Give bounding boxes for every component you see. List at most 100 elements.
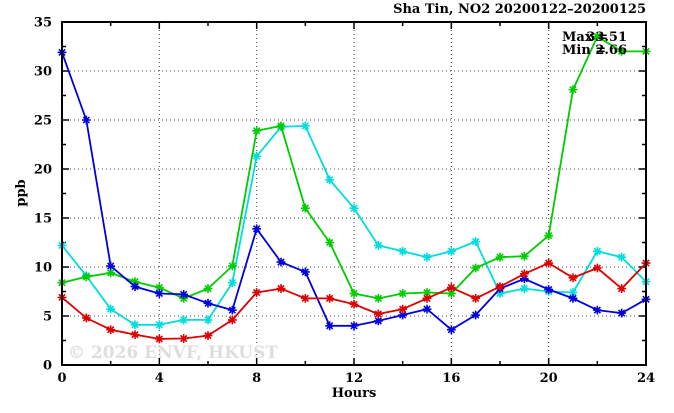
data-point-marker [325,175,335,185]
data-point-marker [252,288,262,297]
y-tick-label: 15 [34,212,52,227]
stat-value: 2.66 [595,43,627,58]
data-point-marker [276,284,286,293]
data-point-marker [519,269,529,279]
data-point-marker [373,316,383,326]
data-point-marker [592,246,602,256]
data-point-marker [592,32,602,42]
data-point-marker [446,325,456,335]
data-point-marker [495,282,505,291]
data-point-marker [544,285,554,294]
data-point-marker [130,330,140,340]
data-point-marker [227,278,237,288]
y-tick-label: 25 [34,114,52,129]
data-point-marker [252,151,262,161]
data-point-marker [422,293,432,303]
data-point-marker [81,313,91,323]
data-point-marker [203,331,213,340]
data-point-marker [106,304,116,314]
data-point-marker [398,310,408,320]
chart-title: Sha Tin, NO2 20200122–20200125 [393,2,646,17]
data-point-marker [252,224,262,234]
data-point-marker [203,298,213,308]
y-tick-label: 30 [34,65,52,80]
data-point-marker [373,241,383,250]
data-point-marker [325,238,335,247]
data-point-marker [300,203,310,213]
data-point-marker [154,320,164,330]
data-point-marker [130,320,140,330]
data-point-marker [179,334,189,343]
series-green-line [61,35,646,300]
x-tick-label: 0 [57,371,66,386]
data-point-marker [422,304,432,314]
data-point-marker [568,273,578,283]
data-point-marker [471,263,481,273]
y-tick-label: 10 [34,261,52,276]
watermark-text: © 2026 ENVF, HKUST [68,343,278,363]
data-point-marker [154,289,164,298]
data-point-marker [81,272,91,282]
series-blue-line [61,52,647,331]
data-point-marker [519,274,529,284]
data-point-marker [227,305,237,315]
x-tick-label: 8 [252,371,261,386]
stat-label: Max = [562,30,608,45]
data-point-marker [617,47,627,56]
x-tick-label: 20 [540,371,558,386]
data-point-marker [519,251,529,261]
data-point-marker [300,121,310,131]
data-point-marker [227,261,237,271]
data-point-marker [373,309,383,319]
data-point-marker [349,203,359,213]
data-point-marker [544,231,554,241]
data-point-marker [300,293,310,303]
data-point-marker [179,315,189,325]
data-point-marker [446,289,456,298]
x-tick-label: 4 [155,371,164,386]
plot-border [61,21,647,366]
x-tick-label: 16 [442,371,460,386]
data-point-marker [130,277,140,287]
y-tick-label: 20 [34,163,52,178]
data-point-marker [252,126,262,136]
data-point-marker [276,257,286,267]
data-point-marker [373,293,383,303]
data-point-marker [446,283,456,292]
x-axis-label: Hours [332,386,377,401]
data-point-marker [203,284,213,293]
data-point-marker [154,283,164,292]
data-point-marker [81,115,91,125]
data-point-marker [398,246,408,256]
data-point-marker [471,237,481,246]
data-point-marker [106,261,116,271]
data-point-marker [179,290,189,299]
data-point-marker [471,310,481,320]
data-point-marker [325,293,335,303]
data-point-marker [568,288,578,297]
data-point-marker [617,252,627,262]
data-point-marker [106,325,116,335]
data-point-marker [592,305,602,315]
data-point-marker [106,268,116,278]
stat-value: 33.51 [586,30,627,45]
data-point-marker [349,321,359,331]
data-point-marker [349,289,359,298]
y-tick-label: 5 [43,310,52,325]
data-point-marker [617,308,627,318]
x-tick-label: 24 [637,371,655,386]
data-point-marker [154,334,164,344]
data-point-marker [349,299,359,309]
data-point-marker [422,252,432,262]
stat-label: Min = [562,43,606,58]
y-tick-label: 35 [34,16,52,31]
data-point-marker [398,304,408,314]
data-point-marker [519,284,529,293]
data-point-marker [398,289,408,298]
data-point-marker [544,258,554,268]
data-point-marker [495,289,505,298]
data-point-marker [300,267,310,277]
data-point-marker [325,321,335,331]
